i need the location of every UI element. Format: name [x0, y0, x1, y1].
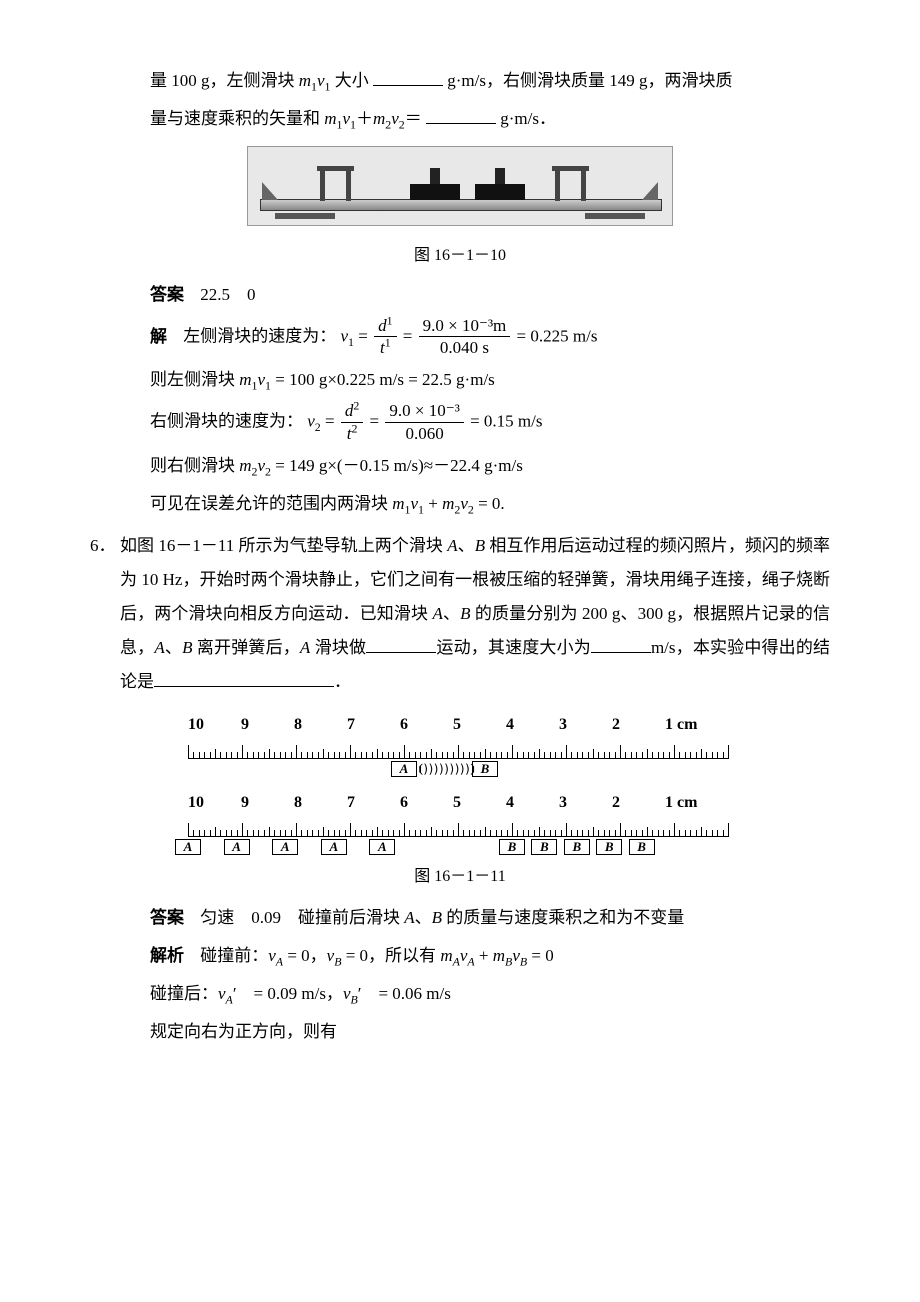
- q6-number: 6．: [90, 529, 120, 699]
- figure-caption-11: 图 16－1－11: [90, 861, 830, 893]
- ruler2-ticks: [188, 819, 728, 837]
- slider-B: B: [472, 761, 498, 777]
- q6-answer-block: 答案 匀速 0.09 碰撞前后滑块 A、B 的质量与速度乘积之和为不变量: [150, 901, 830, 935]
- ruler1-ticks: [188, 741, 728, 759]
- blank-conclusion: [154, 669, 334, 687]
- q5-answer-block: 答案 22.5 0: [150, 278, 830, 312]
- answer-label: 答案: [150, 908, 184, 927]
- answer-label: 答案: [150, 285, 184, 304]
- figure-16-1-10: 图 16－1－10: [90, 146, 830, 272]
- den: 0.040 s: [419, 337, 511, 359]
- slider-A: A: [391, 761, 417, 777]
- txt: = 0.15 m/s: [470, 412, 542, 431]
- num: 9.0 × 10⁻³: [385, 401, 463, 422]
- figure-caption-10: 图 16－1－10: [90, 240, 830, 272]
- solve-label: 解析: [150, 946, 184, 965]
- q5-tail-line2: 量与速度乘积的矢量和 m1v1＋m2v2＝ g·m/s．: [150, 102, 830, 136]
- txt: ．: [334, 672, 351, 691]
- txt: g·m/s，右侧滑块质量 149 g，两滑块质: [447, 71, 732, 90]
- txt: m/s，本实验中得出: [651, 638, 796, 657]
- txt: 大小: [335, 71, 369, 90]
- ruler2-labels: 10 9 8 7 6 5 4 3 2 1 cm: [180, 787, 740, 819]
- slider-row-initial: A B⦗)))))))))⦘: [180, 759, 740, 781]
- slider-A: A: [224, 839, 250, 855]
- slider-B: B: [564, 839, 590, 855]
- figure-16-1-11: 10 9 8 7 6 5 4 3 2 1 cm AB⦗)))))))))⦘ 10…: [180, 709, 740, 859]
- q5-sol-line2: 则左侧滑块 m1v1 = 100 g×0.225 m/s = 22.5 g·m/…: [150, 363, 830, 397]
- q5-tail-line1: 量 100 g，左侧滑块 m1v1 大小 g·m/s，右侧滑块质量 149 g，…: [150, 64, 830, 98]
- txt: 量 100 g，左侧滑块: [150, 71, 299, 90]
- slider-A: A: [175, 839, 201, 855]
- solve-label: 解: [150, 327, 167, 346]
- slider-B: B: [629, 839, 655, 855]
- slider-B: B: [596, 839, 622, 855]
- q5-sol-line4: 则右侧滑块 m2v2 = 149 g×(－0.15 m/s)≈－22.4 g·m…: [150, 449, 830, 483]
- slider-A: A: [321, 839, 347, 855]
- txt: = 0.225 m/s: [517, 327, 598, 346]
- spring-icon: ⦗)))))))))⦘: [417, 762, 472, 776]
- q5-sol-line5: 可见在误差允许的范围内两滑块 m1v1 + m2v2 = 0.: [150, 487, 830, 521]
- slider-B: B: [499, 839, 525, 855]
- q6-body: 如图 16－1－11 所示为气垫导轨上两个滑块 A、B 相互作用后运动过程的频闪…: [120, 529, 830, 699]
- q6-sol-line2: 碰撞后：vA′ = 0.09 m/s，vB′ = 0.06 m/s: [150, 977, 830, 1011]
- q5-solution-block: 解 左侧滑块的速度为： v1 = d1 t1 = 9.0 × 10⁻³m 0.0…: [150, 316, 830, 521]
- blank-mv1: [373, 68, 443, 86]
- blank-sum: [426, 106, 496, 124]
- slider-A: A: [272, 839, 298, 855]
- blank-motion: [366, 635, 436, 653]
- q5-tail-text: 量 100 g，左侧滑块 m1v1 大小 g·m/s，右侧滑块质量 149 g，…: [150, 64, 830, 136]
- den: 0.060: [385, 423, 463, 445]
- q5-answer-values: 22.5 0: [200, 285, 255, 304]
- q6-solution-block: 解析 碰撞前：vA = 0，vB = 0，所以有 mAvA + mBvB = 0…: [150, 939, 830, 1049]
- ruler1-labels: 10 9 8 7 6 5 4 3 2 1 cm: [180, 709, 740, 741]
- txt: 量与速度乘积的矢量和: [150, 109, 324, 128]
- blank-speed: [591, 635, 651, 653]
- q6: 6． 如图 16－1－11 所示为气垫导轨上两个滑块 A、B 相互作用后运动过程…: [90, 529, 830, 699]
- slider-row-after: AAAAABBBBB: [180, 837, 740, 859]
- num: 9.0 × 10⁻³m: [419, 316, 511, 337]
- txt: g·m/s．: [500, 109, 556, 128]
- txt: 运动，其速度大小为: [436, 638, 591, 657]
- slider-A: A: [369, 839, 395, 855]
- q6-sol-line3: 规定向右为正方向，则有: [150, 1015, 830, 1049]
- slider-B: B: [531, 839, 557, 855]
- txt: 左侧滑块的速度为：: [183, 327, 336, 346]
- txt: 右侧滑块的速度为：: [150, 412, 303, 431]
- air-track-apparatus: [247, 146, 673, 226]
